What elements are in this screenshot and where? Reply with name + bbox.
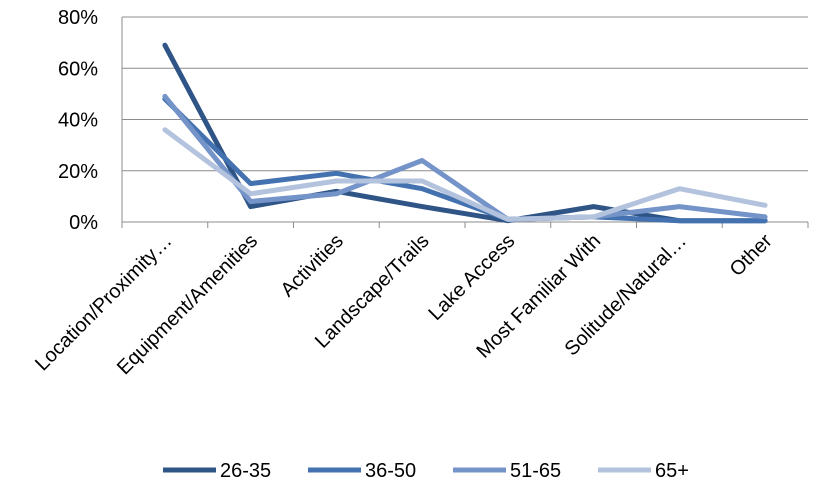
- gridlines: [121, 16, 809, 228]
- y-tick-label: 0%: [69, 212, 98, 234]
- series-line-36-50: [162, 96, 768, 224]
- series-line-65+: [162, 127, 768, 222]
- legend-label: 51-65: [510, 460, 561, 482]
- x-tick-label: Location/Proximity…: [31, 230, 176, 375]
- legend-label: 36-50: [365, 460, 416, 482]
- x-axis-ticks: Location/Proximity…Equipment/Amenities Ac…: [31, 230, 777, 379]
- series-line-51-65: [162, 93, 768, 222]
- x-tick-label: Equipment/Amenities: [113, 230, 262, 379]
- legend: 26-35 36-50 51-65 65+: [163, 460, 689, 482]
- y-tick-label: 20%: [58, 161, 98, 183]
- y-tick-label: 40%: [58, 110, 98, 132]
- y-tick-label: 60%: [58, 58, 98, 80]
- x-tick-label: Other: [726, 230, 777, 281]
- legend-label: 26-35: [220, 460, 271, 482]
- y-tick-label: 80%: [58, 7, 98, 29]
- legend-label: 65+: [655, 460, 689, 482]
- series-lines: [162, 42, 768, 224]
- x-tick-label: Activities: [277, 230, 348, 301]
- y-axis-ticks: 0% 20% 40% 60% 80%: [58, 7, 98, 234]
- x-tick-label: Lake Access: [424, 230, 519, 325]
